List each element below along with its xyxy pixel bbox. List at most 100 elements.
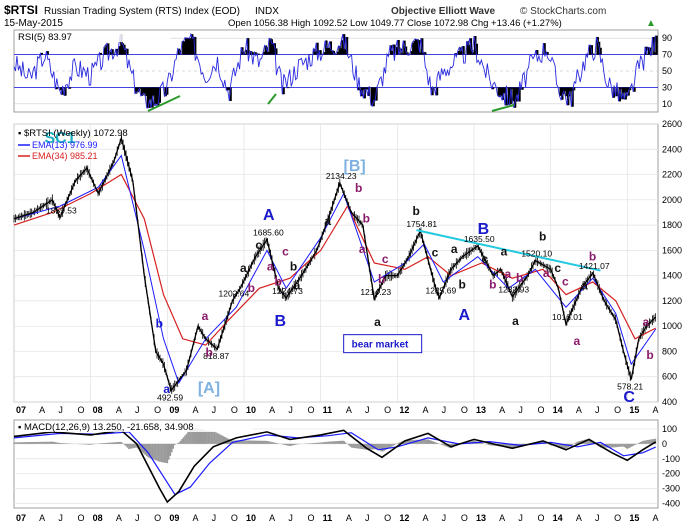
x-tick-label: A [653,513,659,523]
x-tick-label: 10 [246,513,256,523]
price-label: 818.87 [203,351,229,361]
ema34-line [13,173,656,346]
wave-label: a [501,244,508,258]
x-tick-label: J [135,405,140,415]
bear-market-box: bear market [343,334,423,354]
x-tick-label: 13 [476,513,486,523]
wave-label: a [505,267,512,281]
wave-label: B [275,313,287,330]
wave-label: b [290,260,297,274]
x-tick-label: O [461,513,468,523]
wave-label: b [206,346,213,360]
price-tick-label: 800 [662,346,677,356]
wave-label: a [374,315,381,329]
x-tick-label: O [538,513,545,523]
x-tick-label: O [78,513,85,523]
x-tick-label: O [154,405,161,415]
x-tick-label: A [576,405,582,415]
x-tick-label: O [308,405,315,415]
rsi-tick-label: 70 [662,50,672,60]
price-label: 1421.07 [579,261,610,271]
wave-label: c [562,275,569,289]
wave-label: SC1 [45,130,76,147]
wave-label: a [202,309,209,323]
x-tick-label: O [461,405,468,415]
x-tick-label: J [442,513,447,523]
x-tick-label: 14 [553,405,563,415]
x-tick-label: O [231,405,238,415]
rsi-trendline-3 [491,104,515,112]
x-tick-label: J [595,405,600,415]
rsi-tick-label: 10 [662,99,672,109]
x-tick-label: 11 [323,513,333,523]
x-tick-label: A [39,513,45,523]
price-label: 2134.23 [326,171,357,181]
wave-label: b [355,181,362,195]
price-label: 1232.93 [498,285,529,295]
wave-label: b [539,229,546,243]
price-line [13,136,657,392]
x-tick-label: 15 [629,405,639,415]
x-tick-label: 07 [16,405,26,415]
x-tick-label: A [269,405,275,415]
wave-label: b [516,271,523,285]
x-tick-label: O [384,513,391,523]
wave-label: A [459,307,471,324]
wave-label: a [543,266,550,280]
wave-label: b [489,277,496,291]
wave-label: c [282,244,289,258]
x-tick-label: A [39,405,45,415]
price-tick-label: 2400 [662,144,682,154]
price-label: 1016.01 [552,312,583,322]
x-tick-label: O [231,513,238,523]
x-tick-label: 08 [93,405,103,415]
price-tick-label: 600 [662,372,677,382]
x-tick-label: 11 [323,405,333,415]
price-label: 1224.73 [272,286,303,296]
wave-label: a [324,214,331,228]
x-tick-label: J [365,513,370,523]
price-label: 1225.69 [426,286,457,296]
price-label: 1202.64 [219,289,250,299]
wave-label: b [589,249,596,263]
macd-tick-label: 100 [662,424,677,434]
wave-label: b [646,348,653,362]
x-tick-label: A [193,405,199,415]
x-tick-label: O [614,405,621,415]
x-tick-label: A [576,513,582,523]
macd-tick-label: -200 [662,469,680,479]
x-tick-label: A [499,513,505,523]
rsi-trendline-1 [147,95,181,112]
bear-market-text: bear market [352,340,409,351]
x-tick-label: J [288,513,293,523]
x-tick-label: A [423,405,429,415]
wave-label: B [478,221,490,238]
macd-panel: ▪ MACD(12,26,9) 13.250, -21.658, 34.908 … [13,419,680,509]
price-tick-label: 400 [662,397,677,407]
price-tick-label: 1000 [662,321,682,331]
price-tick-label: 1800 [662,220,682,230]
x-tick-label: J [135,513,140,523]
x-tick-label: 09 [169,405,179,415]
macd-tick-label: -300 [662,484,680,494]
price-tick-label: 1400 [662,271,682,281]
wave-label: A [263,207,275,224]
wave-label: c [554,261,561,275]
wave-label: a [581,279,588,293]
x-tick-label: 14 [553,513,563,523]
wave-label: b [156,316,163,330]
price-label: 1635.50 [464,234,495,244]
x-tick-label: A [116,513,122,523]
price-label: 578.21 [617,381,643,391]
x-tick-label: O [538,405,545,415]
x-tick-label: J [365,405,370,415]
macd-tick-label: -400 [662,499,680,509]
ema34-legend: EMA(34) 985.21 [32,151,98,161]
x-tick-label: O [308,513,315,523]
wave-label: a [512,314,519,328]
wave-label: b [275,275,282,289]
x-tick-label: J [58,513,63,523]
x-tick-label: A [499,405,505,415]
price-tick-label: 2200 [662,170,682,180]
wave-label: a [267,260,274,274]
